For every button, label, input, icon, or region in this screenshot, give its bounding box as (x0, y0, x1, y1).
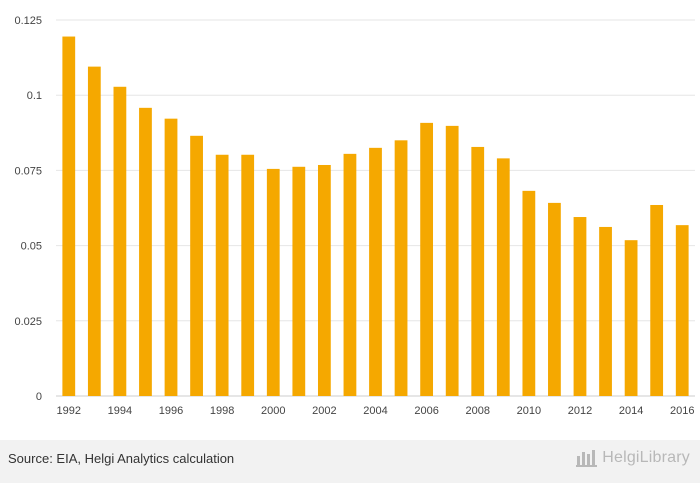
bar-2004[interactable] (369, 147, 382, 396)
bar-1992[interactable] (62, 36, 76, 396)
bar-2016[interactable] (675, 225, 689, 396)
bar-2005[interactable] (394, 140, 408, 396)
library-icon (576, 450, 598, 467)
bar-2015[interactable] (650, 204, 664, 396)
x-tick-label: 2012 (568, 405, 592, 417)
bar-1995[interactable] (139, 107, 152, 396)
x-tick-label: 1996 (159, 405, 183, 417)
y-tick-label: 0.075 (14, 165, 42, 177)
x-tick-label: 2008 (465, 405, 489, 417)
bar-2014[interactable] (624, 240, 638, 396)
x-axis-ticks: 1992 1994 1996 1998 2000 2002 2004 2006 2008 2010… (57, 405, 695, 417)
x-tick-label: 2010 (517, 405, 541, 417)
bar-1997[interactable] (190, 135, 203, 397)
bar-2002[interactable] (317, 164, 331, 396)
x-tick-label: 2000 (261, 405, 285, 417)
bar-2009[interactable] (496, 158, 510, 396)
bar-1999[interactable] (241, 154, 255, 396)
y-tick-label: 0 (36, 391, 42, 403)
bar-2007[interactable] (445, 125, 459, 397)
y-tick-label: 0.1 (27, 90, 42, 102)
bar-1994[interactable] (113, 86, 127, 397)
x-tick-label: 1998 (210, 405, 234, 417)
bar-2000[interactable] (266, 168, 280, 396)
x-tick-label: 2002 (312, 405, 336, 417)
brand-logo[interactable]: HelgiLibrary (576, 449, 690, 467)
y-tick-label: 0.125 (14, 15, 42, 27)
x-tick-label: 1992 (57, 405, 81, 417)
bar-1993[interactable] (87, 66, 101, 397)
bars (62, 36, 689, 397)
x-tick-label: 1994 (108, 405, 132, 417)
bar-2006[interactable] (420, 122, 434, 396)
y-tick-label: 0.05 (21, 241, 42, 253)
bar-2012[interactable] (573, 217, 587, 396)
bar-2008[interactable] (471, 146, 485, 396)
bar-2001[interactable] (292, 166, 306, 396)
bar-1998[interactable] (215, 154, 229, 396)
bar-2011[interactable] (548, 202, 561, 396)
bar-2003[interactable] (343, 153, 357, 396)
source-note: Source: EIA, Helgi Analytics calculation (8, 451, 235, 466)
x-tick-label: 2006 (414, 405, 438, 417)
bar-chart: 0 0.025 0.05 0.075 0.1 0.125 1992 1994 1996 1998… (14, 15, 695, 417)
bar-2010[interactable] (522, 190, 536, 396)
brand-name: HelgiLibrary (602, 449, 690, 466)
x-tick-label: 2016 (670, 405, 694, 417)
y-tick-label: 0.025 (14, 316, 42, 328)
bar-2013[interactable] (599, 226, 612, 396)
bar-1996[interactable] (164, 118, 178, 396)
x-tick-label: 2004 (363, 405, 387, 417)
y-axis-ticks: 0 0.025 0.05 0.075 0.1 0.125 (14, 15, 42, 403)
x-tick-label: 2014 (619, 405, 643, 417)
